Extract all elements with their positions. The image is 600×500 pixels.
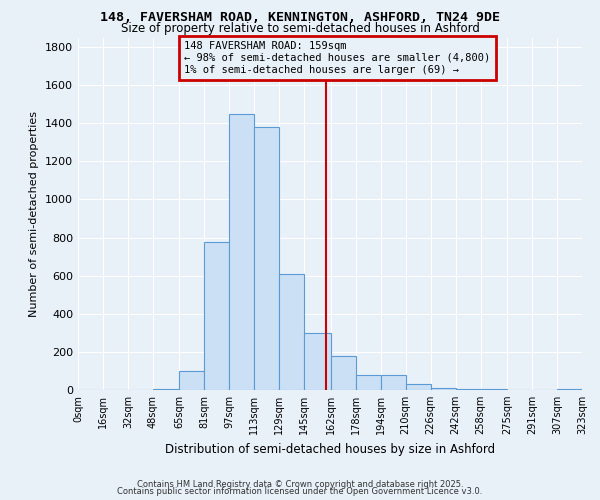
Text: 148, FAVERSHAM ROAD, KENNINGTON, ASHFORD, TN24 9DE: 148, FAVERSHAM ROAD, KENNINGTON, ASHFORD…	[100, 11, 500, 24]
Bar	[279, 274, 304, 390]
Bar	[557, 389, 582, 390]
Y-axis label: Number of semi-detached properties: Number of semi-detached properties	[29, 111, 40, 317]
Bar	[179, 371, 205, 390]
Bar	[455, 389, 481, 390]
Bar	[205, 242, 229, 390]
Bar	[406, 384, 431, 390]
Bar	[229, 114, 254, 390]
Text: Contains HM Land Registry data © Crown copyright and database right 2025.: Contains HM Land Registry data © Crown c…	[137, 480, 463, 489]
Bar	[254, 127, 279, 390]
Bar	[331, 356, 356, 390]
Text: 148 FAVERSHAM ROAD: 159sqm
← 98% of semi-detached houses are smaller (4,800)
1% : 148 FAVERSHAM ROAD: 159sqm ← 98% of semi…	[184, 42, 490, 74]
Bar	[381, 375, 406, 390]
Bar	[356, 375, 381, 390]
Bar	[153, 389, 179, 390]
Bar	[431, 388, 455, 390]
Text: Contains public sector information licensed under the Open Government Licence v3: Contains public sector information licen…	[118, 487, 482, 496]
X-axis label: Distribution of semi-detached houses by size in Ashford: Distribution of semi-detached houses by …	[165, 442, 495, 456]
Text: Size of property relative to semi-detached houses in Ashford: Size of property relative to semi-detach…	[121, 22, 479, 35]
Bar	[481, 389, 507, 390]
Bar	[304, 333, 331, 390]
